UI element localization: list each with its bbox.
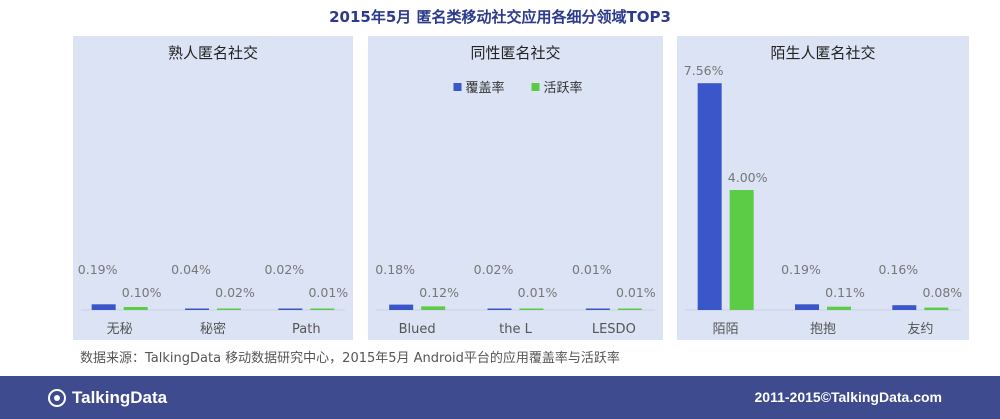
data-label: 0.01% <box>518 285 558 300</box>
bar <box>278 308 303 310</box>
bar <box>585 308 610 310</box>
chart-panel <box>73 36 353 340</box>
bar <box>617 308 642 310</box>
data-label: 0.02% <box>474 262 514 277</box>
data-label: 0.16% <box>878 262 918 277</box>
bar <box>519 308 544 310</box>
chart-panel <box>368 36 663 340</box>
chart-panel <box>677 36 969 340</box>
source-note: 数据来源：TalkingData 移动数据研究中心，2015年5月 Androi… <box>80 351 620 366</box>
legend-label: 活跃率 <box>544 80 583 96</box>
x-tick-label: the L <box>499 322 532 337</box>
x-tick-label: 友约 <box>907 321 933 337</box>
chart-title: 同性匿名社交 <box>470 44 560 62</box>
footer-bar: TalkingData 2011-2015©TalkingData.com <box>0 376 1000 419</box>
x-tick-label: LESDO <box>592 322 636 337</box>
data-label: 0.02% <box>215 285 255 300</box>
data-label: 0.19% <box>78 262 118 277</box>
data-label: 7.56% <box>684 63 724 78</box>
x-tick-label: 抱抱 <box>810 321 836 337</box>
bar <box>421 306 446 310</box>
data-label: 0.10% <box>122 285 162 300</box>
chart-title: 陌生人匿名社交 <box>770 44 875 62</box>
bar <box>123 307 148 310</box>
bar <box>892 305 917 310</box>
x-tick-label: 无秘 <box>107 322 133 337</box>
legend-swatch <box>453 83 462 91</box>
x-tick-label: Blued <box>399 322 436 337</box>
data-label: 0.08% <box>922 285 962 300</box>
data-label: 0.04% <box>171 262 211 277</box>
legend-label: 覆盖率 <box>466 80 505 96</box>
chart-title: 熟人匿名社交 <box>168 44 258 62</box>
bar <box>729 190 754 310</box>
data-label: 0.02% <box>264 262 304 277</box>
page-title: 2015年5月 匿名类移动社交应用各细分领域TOP3 <box>329 8 671 26</box>
bar <box>827 306 851 310</box>
data-label: 0.18% <box>375 262 415 277</box>
bar <box>185 308 209 310</box>
data-label: 0.12% <box>419 285 459 300</box>
data-label: 0.01% <box>616 285 656 300</box>
bar <box>487 308 512 310</box>
data-label: 0.01% <box>308 285 348 300</box>
logo-text: TalkingData <box>72 388 168 407</box>
bar <box>924 307 949 310</box>
bar <box>697 83 722 310</box>
data-label: 0.01% <box>572 262 612 277</box>
data-label: 0.19% <box>781 262 821 277</box>
x-tick-label: Path <box>292 322 321 337</box>
data-label: 0.11% <box>825 285 865 300</box>
bar <box>795 304 819 310</box>
legend-swatch <box>531 83 540 91</box>
copyright-text: 2011-2015©TalkingData.com <box>754 389 942 405</box>
bar <box>91 304 116 310</box>
talkingdata-logo: TalkingData <box>48 388 167 408</box>
data-label: 4.00% <box>728 170 768 185</box>
logo-icon <box>48 389 66 407</box>
bar <box>310 308 335 310</box>
bar <box>389 304 414 310</box>
x-tick-label: 陌陌 <box>713 322 739 337</box>
bar <box>217 308 241 310</box>
x-tick-label: 秘密 <box>200 321 226 337</box>
